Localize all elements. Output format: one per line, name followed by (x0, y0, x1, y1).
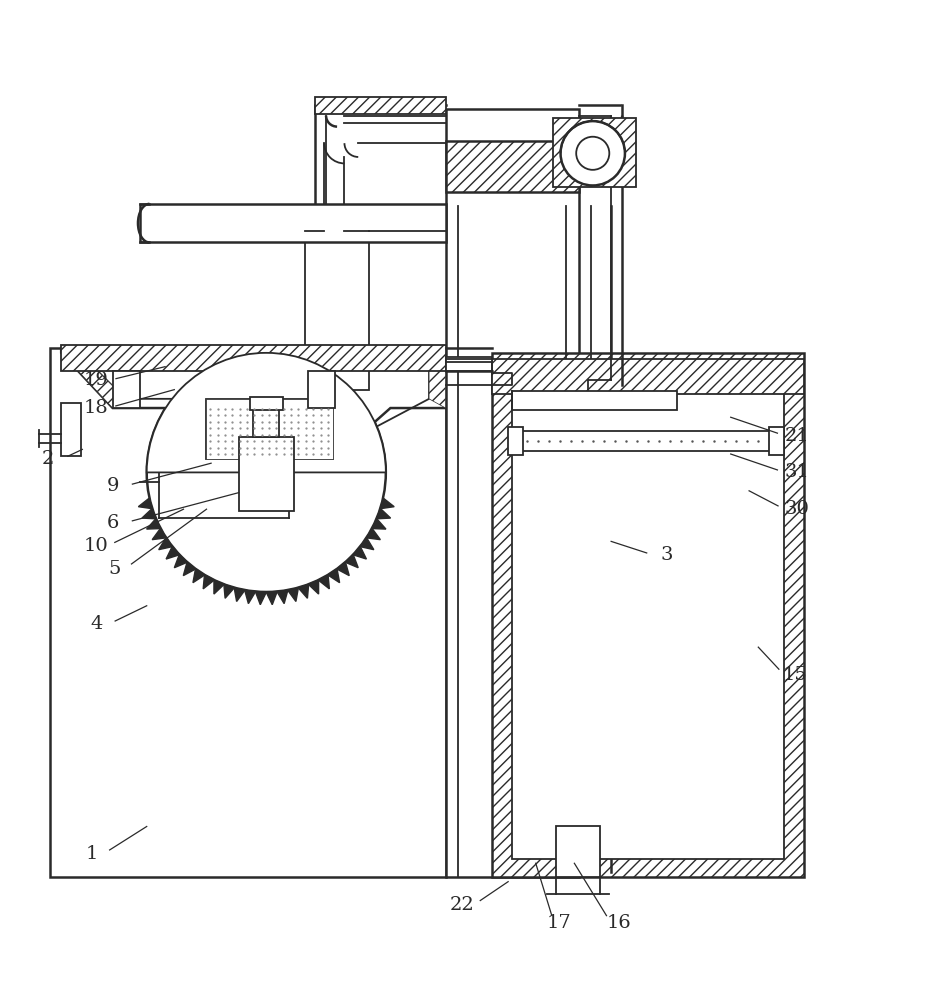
Polygon shape (138, 498, 152, 509)
Text: 22: 22 (450, 896, 474, 914)
Text: 10: 10 (83, 537, 108, 555)
Polygon shape (203, 575, 214, 589)
Text: 17: 17 (546, 914, 570, 932)
Bar (552, 118, 635, 187)
Circle shape (560, 121, 624, 185)
Bar (61, 403, 82, 456)
Polygon shape (276, 590, 287, 604)
Polygon shape (152, 528, 166, 540)
Polygon shape (223, 584, 235, 598)
Polygon shape (366, 528, 380, 540)
Bar (308, 371, 335, 408)
Bar (61, 345, 445, 371)
Bar (555, 826, 600, 877)
Text: 9: 9 (107, 477, 119, 495)
Bar (207, 399, 263, 459)
Bar (263, 399, 333, 459)
Bar (253, 399, 279, 437)
Polygon shape (245, 590, 255, 604)
Polygon shape (174, 555, 187, 568)
Polygon shape (142, 508, 156, 519)
Polygon shape (327, 569, 339, 583)
Text: 31: 31 (783, 463, 808, 481)
Bar (238, 437, 294, 511)
Bar (445, 109, 578, 877)
Text: 1: 1 (85, 845, 97, 863)
Polygon shape (298, 584, 309, 598)
Bar (768, 427, 783, 455)
Bar (491, 359, 804, 394)
Polygon shape (308, 580, 318, 594)
Polygon shape (352, 546, 366, 559)
Polygon shape (146, 519, 160, 529)
Bar (512, 391, 677, 410)
Text: 4: 4 (90, 615, 102, 633)
Polygon shape (184, 562, 196, 576)
Polygon shape (214, 580, 223, 594)
Bar (112, 371, 140, 408)
Bar (491, 353, 804, 877)
Polygon shape (234, 588, 245, 601)
Polygon shape (61, 348, 445, 459)
Polygon shape (376, 508, 390, 519)
Bar (508, 427, 522, 455)
Bar (50, 348, 445, 877)
Bar (512, 371, 783, 859)
Polygon shape (166, 546, 179, 559)
Polygon shape (255, 592, 266, 605)
Polygon shape (193, 569, 205, 583)
Wedge shape (146, 353, 386, 472)
Bar (249, 397, 283, 410)
Text: 16: 16 (605, 914, 630, 932)
Text: 6: 6 (107, 514, 119, 532)
Circle shape (576, 137, 609, 170)
Polygon shape (372, 519, 386, 529)
Bar (140, 204, 445, 242)
Bar (207, 399, 333, 459)
Text: 30: 30 (783, 500, 808, 518)
Bar (445, 141, 578, 192)
Polygon shape (445, 357, 491, 371)
Polygon shape (287, 588, 298, 601)
Polygon shape (428, 348, 445, 408)
Polygon shape (360, 538, 374, 550)
Text: 15: 15 (781, 666, 806, 684)
Polygon shape (318, 575, 329, 589)
Polygon shape (266, 592, 277, 605)
Text: 2: 2 (42, 450, 55, 468)
Polygon shape (337, 562, 349, 576)
Polygon shape (380, 498, 394, 509)
Polygon shape (159, 538, 172, 550)
Circle shape (146, 353, 386, 592)
Text: 5: 5 (108, 560, 121, 578)
Polygon shape (345, 555, 358, 568)
Text: 21: 21 (783, 427, 808, 445)
Bar (512, 431, 783, 451)
Bar (314, 97, 445, 114)
Text: 3: 3 (659, 546, 672, 564)
Bar (305, 231, 369, 390)
Polygon shape (61, 353, 125, 408)
Text: 18: 18 (83, 399, 108, 417)
Text: 19: 19 (83, 371, 108, 389)
